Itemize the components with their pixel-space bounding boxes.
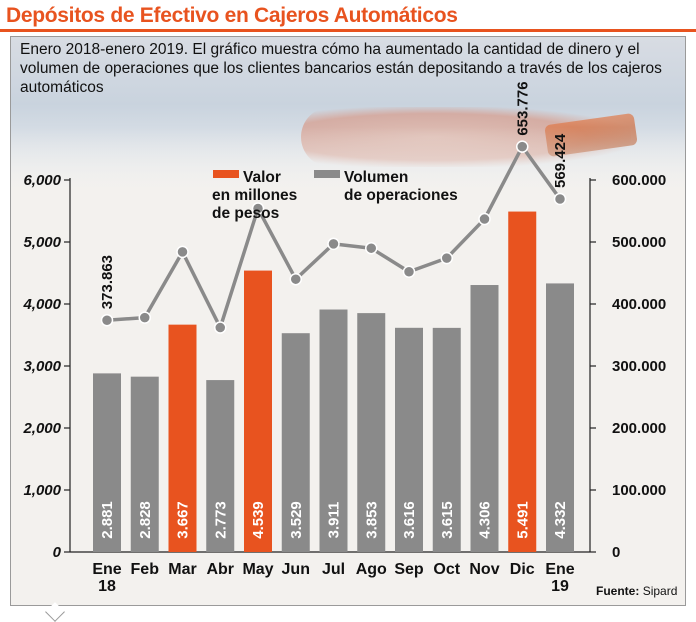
volume-point-3 [214,321,227,334]
right-tick-label: 100.000 [612,482,666,499]
volume-point-label: 373.863 [99,255,116,309]
volume-point-9 [440,251,453,265]
bar-11 [508,211,537,553]
bar-value-label: 4.539 [250,501,267,539]
volume-point-11 [516,140,529,153]
bar-2 [168,324,197,552]
volume-point-5 [289,272,302,286]
left-tick-label: 2,000 [22,420,61,437]
volume-point-0 [100,313,114,327]
x-tick-label: 18 [98,578,116,595]
bar-value-label: 3.911 [326,502,343,539]
bar-value-label: 2.828 [137,501,154,539]
bar-value-label: 3.616 [401,501,418,539]
chart-title: Depósitos de Efectivo en Cajeros Automát… [6,4,458,27]
legend-label: Valor [243,169,281,186]
legend-swatch-1 [314,170,340,178]
bar-value-label: 4.332 [552,501,569,539]
left-tick-label: 5,000 [23,234,61,251]
bar-6 [319,309,348,552]
x-tick-label: Nov [469,561,499,578]
volume-point-8 [402,265,416,279]
left-tick-label: 6,000 [23,172,61,189]
x-tick-label: May [242,561,273,578]
volume-point-12 [553,192,567,206]
volume-point-4 [251,202,265,215]
title-bar: Depósitos de Efectivo en Cajeros Automát… [0,0,696,32]
left-tick-label: 4,000 [22,296,61,313]
left-tick-label: 0 [53,544,62,561]
bar-0 [93,373,121,552]
right-tick-label: 300.000 [612,358,666,375]
left-tick-label: 3,000 [23,358,61,375]
x-tick-label: Oct [433,561,460,578]
legend-label: Volumen [344,169,408,186]
bar-7 [357,313,386,552]
bar-value-label: 4.306 [477,501,494,539]
bar-value-label: 5.491 [514,501,531,539]
x-tick-label: Jul [322,561,345,578]
bar-value-label: 2.881 [99,501,116,539]
x-tick-label: Ago [356,561,387,578]
right-tick-label: 200.000 [612,420,666,437]
volume-point-6 [327,237,340,251]
atm-photo-background [11,37,685,197]
x-tick-label: Ene [92,561,121,578]
bar-value-label: 3.853 [363,501,380,539]
volume-point-label: 569.424 [552,133,569,188]
bar-value-label: 2.773 [212,501,229,539]
x-tick-label: Ene [545,561,574,578]
x-tick-label: Feb [131,561,160,578]
bar-1 [130,376,159,552]
bar-3 [206,380,235,552]
legend-label: de pesos [212,205,279,222]
bar-value-label: 3.529 [288,501,305,539]
right-tick-label: 400.000 [612,296,666,313]
x-tick-label: Dic [510,561,535,578]
bar-12 [546,283,574,552]
source-value: Sipard [642,584,678,598]
bar-5 [281,333,310,552]
chart-subtitle: Enero 2018-enero 2019. El gráfico muestr… [20,41,662,96]
legend-swatch-0 [213,170,239,178]
legend-label: de operaciones [344,187,458,204]
volume-point-2 [176,245,189,259]
volume-point-10 [478,212,491,226]
right-tick-label: 0 [612,544,620,561]
bar-value-label: 3.615 [439,501,456,539]
source-note: Fuente: Sipard [596,584,677,598]
x-tick-label: 19 [551,578,569,595]
x-tick-label: Jun [282,561,310,578]
volume-point-1 [138,311,151,324]
bar-value-label: 3.667 [175,501,192,539]
legend-label: en millones [212,187,297,204]
x-tick-label: Abr [206,561,234,578]
left-tick-label: 1,000 [23,482,61,499]
right-tick-label: 600.000 [612,172,666,189]
bar-4 [244,270,272,552]
x-tick-label: Mar [168,561,196,578]
bar-10 [470,285,499,552]
bar-9 [432,327,461,552]
volume-point-label: 653.776 [514,81,531,135]
source-label: Fuente: [596,584,640,598]
right-tick-label: 500.000 [612,234,666,251]
bar-8 [395,327,423,552]
x-tick-label: Sep [394,561,424,578]
volume-point-7 [365,241,378,255]
